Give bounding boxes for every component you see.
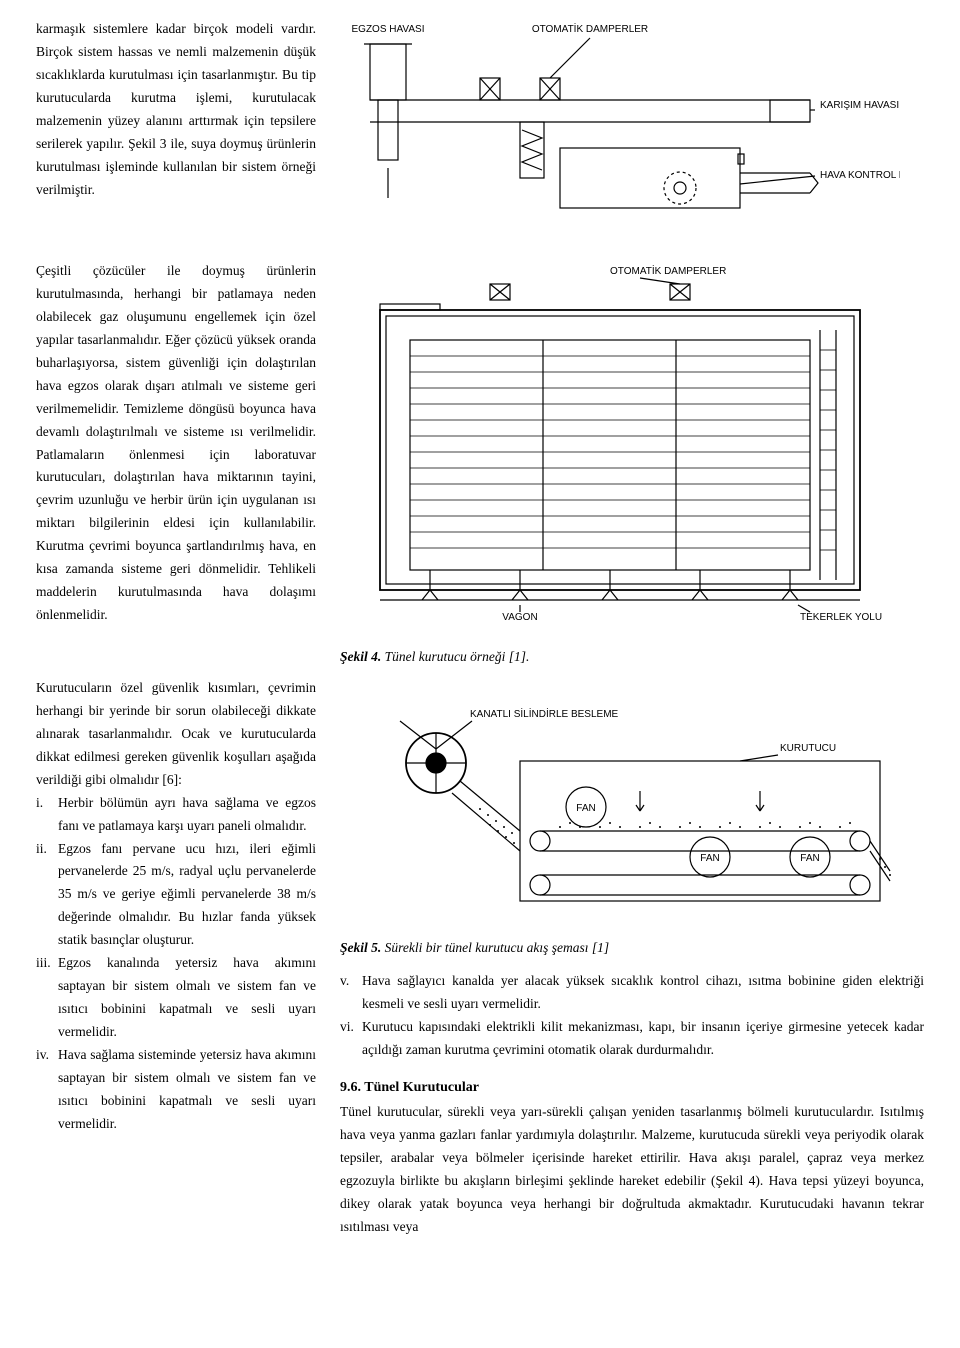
fig4-label-otd-mid: OTOMATİK DAMPERLER (610, 264, 726, 277)
paragraph: karmaşık sistemlere kadar birçok modeli … (36, 18, 316, 202)
section-heading: 9.6. Tünel Kurutucular (340, 1076, 924, 1100)
fig5-label-fan-3: FAN (800, 853, 819, 864)
list-item: iii.Egzos kanalında yetersiz hava akımın… (36, 952, 316, 1044)
figure-4-caption-label: Şekil 4. (340, 649, 381, 664)
fig4-label-hava-kontrol: HAVA KONTROL DÜĞMESİ (820, 168, 900, 181)
list-item: v.Hava sağlayıcı kanalda yer alacak yüks… (340, 970, 924, 1016)
list-item: i.Herbir bölümün ayrı hava sağlama ve eg… (36, 792, 316, 838)
list-item: vi.Kurutucu kapısındaki elektrikli kilit… (340, 1016, 924, 1062)
fig4-label-otd-top: OTOMATİK DAMPERLER (532, 22, 648, 35)
fig5-label-fan-2: FAN (700, 853, 719, 864)
paragraph: Kurutucuların özel güvenlik kısımları, ç… (36, 677, 316, 792)
fig4-label-egzos: EGZOS HAVASI (352, 24, 425, 35)
fig5-label-fan-1: FAN (576, 803, 595, 814)
figure-4-caption: Şekil 4. Tünel kurutucu örneği [1]. (340, 646, 924, 669)
figure-4-upper: EGZOS HAVASI OTOMATİK DAMPERLER KARIŞIM … (340, 18, 924, 248)
figure-4-caption-text: Tünel kurutucu örneği [1]. (385, 649, 530, 664)
fig4-label-tekerlek: TEKERLEK YOLU (800, 612, 882, 623)
list-item: ii.Egzos fanı pervane ucu hızı, ileri eğ… (36, 838, 316, 953)
list-item: iv.Hava sağlama sisteminde yetersiz hava… (36, 1044, 316, 1136)
figure-5: KANATLI SİLİNDİRLE BESLEME KURUTUCU FAN … (340, 701, 924, 931)
figure-5-caption-label: Şekil 5. (340, 940, 381, 955)
fig5-label-kurutucu: KURUTUCU (780, 743, 836, 754)
paragraph: Çeşitli çözücüler ile doymuş ürünlerin k… (36, 260, 316, 627)
figure-4-lower: OTOMATİK DAMPERLER VAGON TEKERLEK YOLU (340, 260, 924, 640)
fig5-label-kanatli: KANATLI SİLİNDİRLE BESLEME (470, 707, 619, 720)
figure-5-caption-text: Sürekli bir tünel kurutucu akış şeması [… (385, 940, 609, 955)
paragraph: Tünel kurutucular, sürekli veya yarı-sür… (340, 1101, 924, 1239)
fig4-label-karisim: KARIŞIM HAVASI (820, 100, 899, 111)
figure-5-caption: Şekil 5. Sürekli bir tünel kurutucu akış… (340, 937, 924, 960)
fig4-label-vagon: VAGON (502, 612, 537, 623)
